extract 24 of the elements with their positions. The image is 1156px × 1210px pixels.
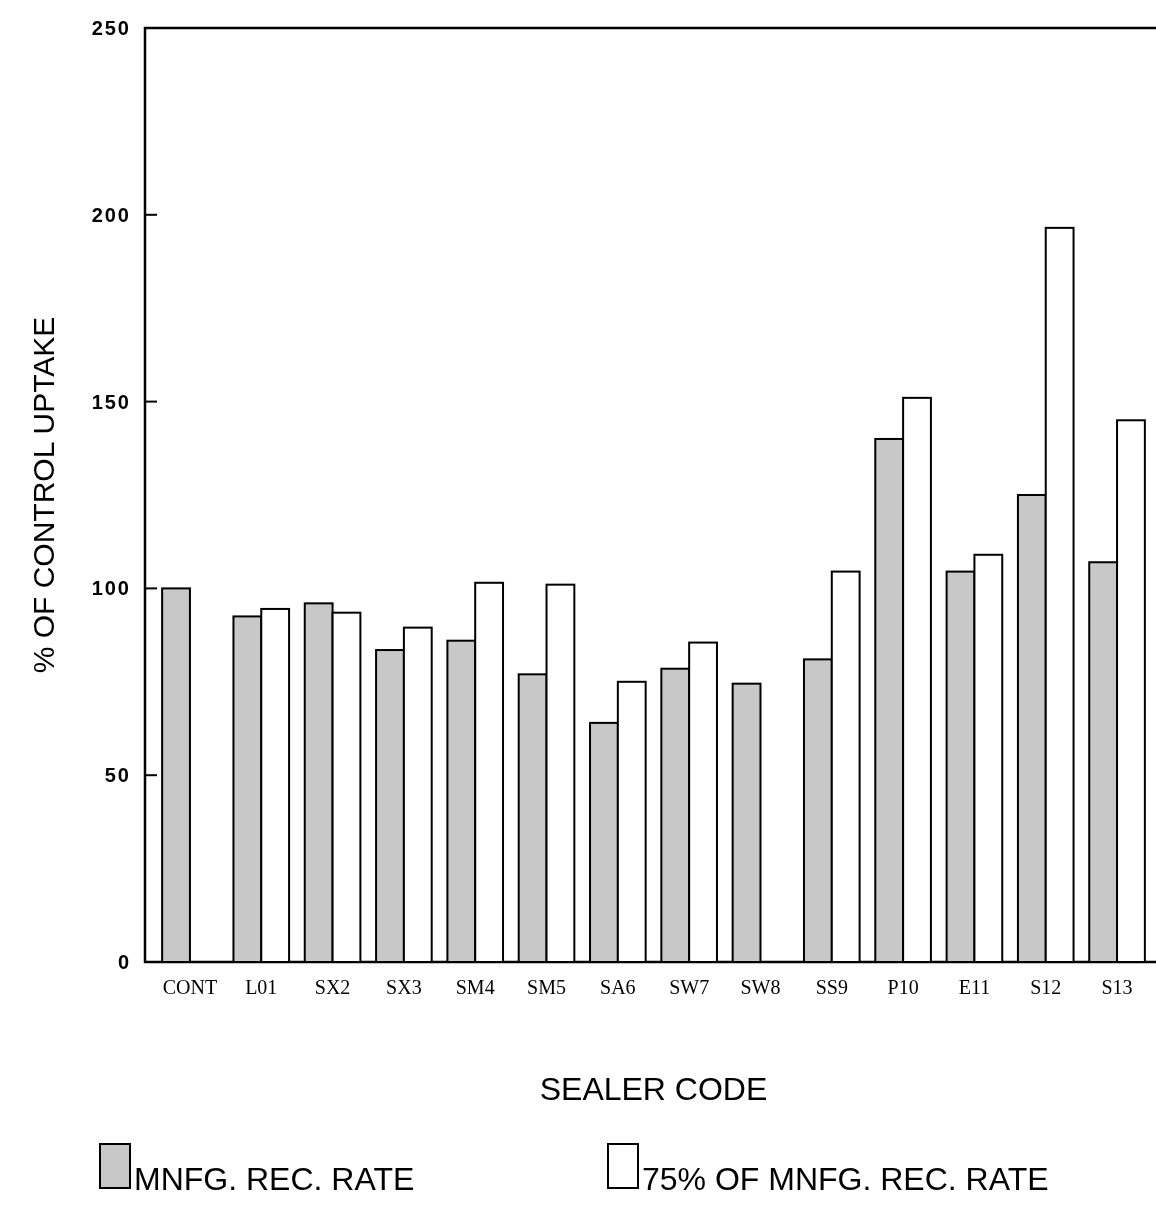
x-tick-label: SS9 xyxy=(815,976,848,998)
x-tick-label: S12 xyxy=(1030,976,1062,998)
x-tick-label: SX3 xyxy=(386,976,422,998)
x-tick-label: L01 xyxy=(245,976,278,998)
x-axis-title: SEALER CODE xyxy=(539,1071,768,1107)
y-tick-label: 150 xyxy=(91,390,131,413)
legend-label: MNFG. REC. RATE xyxy=(134,1161,415,1197)
x-tick-label: SW7 xyxy=(669,976,710,998)
y-tick-label: 50 xyxy=(104,764,131,787)
x-tick-label: P10 xyxy=(887,976,919,998)
legend-label: 75% OF MNFG. REC. RATE xyxy=(642,1161,1049,1197)
x-tick-label: E11 xyxy=(958,976,991,998)
x-tick-label: S13 xyxy=(1101,976,1133,998)
y-tick-label: 250 xyxy=(91,17,131,39)
x-tick-label: SW8 xyxy=(740,976,781,998)
x-tick-label: SM4 xyxy=(455,976,495,998)
y-axis-title: % OF CONTROL UPTAKE xyxy=(27,316,60,674)
x-tick-label: SX2 xyxy=(314,976,351,998)
x-tick-label: SM5 xyxy=(527,976,566,998)
y-tick-label: 100 xyxy=(91,577,131,600)
y-tick-label: 200 xyxy=(91,203,131,226)
y-tick-label: 0 xyxy=(117,951,131,973)
x-tick-label: SA6 xyxy=(600,976,636,998)
x-tick-label: CONT xyxy=(162,976,218,998)
